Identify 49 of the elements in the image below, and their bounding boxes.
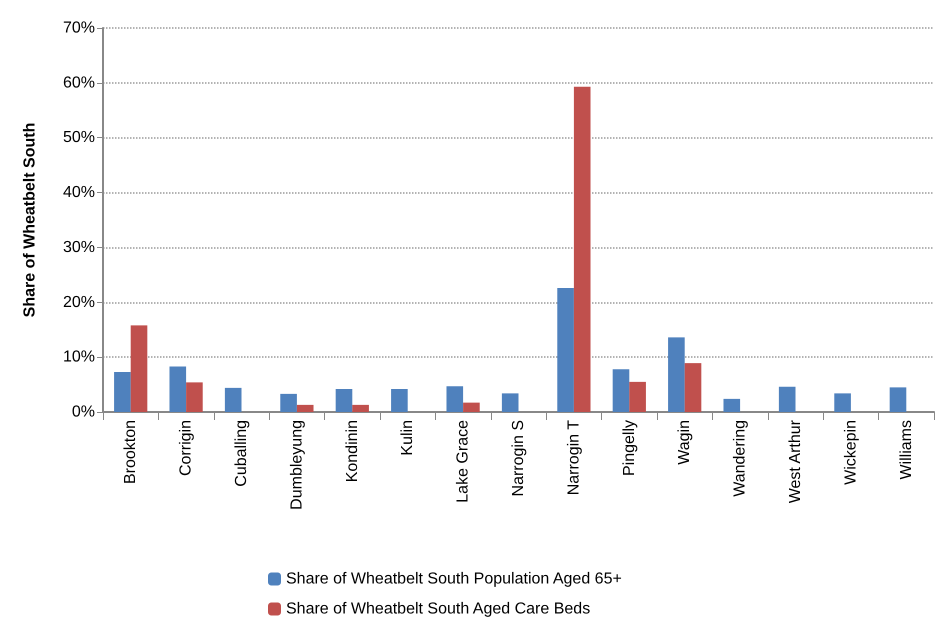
x-tick-label: West Arthur <box>787 419 804 504</box>
bar <box>352 404 369 412</box>
bar <box>169 366 186 412</box>
bar <box>391 388 408 412</box>
bar <box>130 325 148 412</box>
y-tick-label: 0% <box>72 404 95 420</box>
y-tick-label: 40% <box>62 184 95 202</box>
bar <box>280 394 297 412</box>
y-axis-title: Share of Wheatbelt South <box>22 122 38 318</box>
x-tick-label: Brookton <box>122 420 140 484</box>
bar <box>463 402 480 412</box>
bar <box>296 404 314 412</box>
legend-label: Share of Wheatbelt South Aged Care Beds <box>286 600 590 618</box>
bar <box>224 388 242 412</box>
x-tick-label: Lake Grace <box>454 420 472 503</box>
x-tick-label: Kulin <box>399 420 416 456</box>
bar <box>336 388 352 412</box>
x-tick-label: Williams <box>898 420 915 480</box>
x-tick-label: Wandering <box>732 420 749 497</box>
x-tick-label: Wagin <box>676 420 694 465</box>
x-tick-label: Wickepin <box>842 420 860 485</box>
bar <box>684 363 702 412</box>
bar <box>629 382 646 412</box>
y-tick-label: 20% <box>62 294 95 311</box>
x-tick-label: Dumbleyung <box>288 420 306 510</box>
y-tick-label: 30% <box>62 238 95 256</box>
bar <box>114 372 131 412</box>
bar <box>502 393 518 412</box>
bar <box>890 387 906 412</box>
y-tick-label: 60% <box>62 74 95 92</box>
bar <box>668 337 685 412</box>
bar <box>557 288 574 412</box>
x-tick-label: Cuballing <box>233 420 250 487</box>
y-tick-label: 50% <box>62 129 95 146</box>
x-tick-label: Pingelly <box>620 420 638 476</box>
x-tick-label: Corrigin <box>178 420 195 476</box>
y-tick-label: 70% <box>62 20 95 36</box>
bar <box>574 86 591 412</box>
bar <box>446 386 464 412</box>
x-tick-label: Kondinin <box>344 420 361 482</box>
bar <box>612 369 630 412</box>
bar <box>723 398 740 412</box>
x-tick-label: Narrogin T <box>565 420 582 496</box>
bar <box>778 386 796 412</box>
x-tick-label: Narrogin S <box>510 420 527 496</box>
bar <box>186 382 203 412</box>
legend-label: Share of Wheatbelt South Population Aged 65+ <box>286 570 622 588</box>
y-tick-label: 10% <box>62 348 95 366</box>
bar <box>834 393 851 412</box>
